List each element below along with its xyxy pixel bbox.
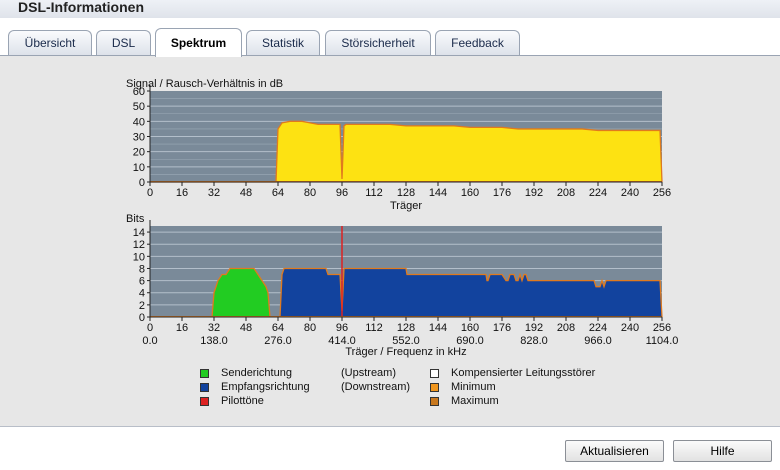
x-tick-label: 176 [493,322,511,334]
x-axis-label: Träger / Frequenz in kHz [345,346,466,358]
x-tick-label: 112 [365,322,383,334]
tab-feedback[interactable]: Feedback [435,30,520,55]
x-tick-label: 32 [208,187,220,199]
chart-title: Signal / Rausch-Verhältnis in dB [126,78,283,90]
legend-label: Kompensierter Leitungsstörer [451,367,596,379]
freq-tick-label: 828.0 [520,335,548,347]
x-tick-label: 128 [397,187,415,199]
x-tick-label: 48 [240,187,252,199]
x-tick-label: 160 [461,322,479,334]
legend-label: Empfangsrichtung [221,381,310,393]
x-tick-label: 16 [176,187,188,199]
x-tick-label: 80 [304,322,316,334]
x-tick-label: 208 [557,322,575,334]
y-tick-label: 30 [133,132,145,144]
x-tick-label: 208 [557,187,575,199]
y-tick-label: 0 [139,312,145,324]
x-tick-label: 144 [429,187,447,199]
x-tick-label: 0 [147,187,153,199]
refresh-button[interactable]: Aktualisieren [565,440,664,462]
legend-swatch-maximum [430,397,439,406]
x-tick-label: 96 [336,187,348,199]
y-tick-label: 14 [133,227,145,239]
x-tick-label: 128 [397,322,415,334]
tab-spektrum[interactable]: Spektrum [155,28,242,57]
legend-label: Minimum [451,381,496,393]
x-tick-label: 240 [621,187,639,199]
x-tick-label: 224 [589,322,607,334]
x-tick-label: 32 [208,322,220,334]
spectrum-panel: 0 10 20 30 40 50 60 0 16 32 48 64 80 96 112 128 144 160 17… [0,56,780,426]
tab-statistik[interactable]: Statistik [246,30,320,55]
y-tick-label: 50 [133,101,145,113]
freq-tick-label: 0.0 [142,335,157,347]
x-tick-label: 112 [365,187,383,199]
y-tick-label: 0 [139,177,145,189]
snr-chart: 0 10 20 30 40 50 60 0 16 32 48 64 80 96 112 128 144 160 17… [126,78,671,212]
legend-label: Senderichtung [221,367,292,379]
y-tick-label: 60 [133,86,145,98]
button-bar: Aktualisieren Hilfe [0,426,780,470]
legend-swatch-upstream [200,369,209,378]
legend-note: (Downstream) [341,381,411,393]
legend-label: Pilottöne [221,395,264,407]
freq-tick-label: 1104.0 [646,335,679,347]
y-tick-label: 12 [133,239,145,251]
y-tick-label: 4 [139,288,145,300]
x-tick-label: 64 [272,322,284,334]
freq-tick-label: 552.0 [392,335,420,347]
help-button[interactable]: Hilfe [673,440,772,462]
x-tick-label: 176 [493,187,511,199]
window-title: DSL-Informationen [18,0,144,15]
x-tick-label: 80 [304,187,316,199]
x-tick-label: 16 [176,322,188,334]
freq-tick-label: 138.0 [200,335,228,347]
tab-bar: Übersicht DSL Spektrum Statistik Störsic… [0,28,780,57]
tab-stoersicherheit[interactable]: Störsicherheit [325,30,431,55]
freq-tick-label: 690.0 [456,335,484,347]
x-tick-label: 144 [429,322,447,334]
legend-swatch-pilot [200,397,209,406]
x-tick-label: 240 [621,322,639,334]
x-tick-label: 64 [272,187,284,199]
y-tick-label: 20 [133,147,145,159]
x-tick-label: 96 [336,322,348,334]
freq-tick-label: 966.0 [584,335,612,347]
freq-tick-label: 414.0 [328,335,356,347]
y-tick-label: 8 [139,263,145,275]
legend-note: (Upstream) [341,367,397,379]
series-line-2 [279,267,663,318]
y-tick-label: 2 [139,300,145,312]
x-tick-label: 256 [653,322,671,334]
x-tick-label: 192 [525,322,543,334]
x-axis-label: Träger [390,200,422,212]
chart-title: Bits [126,213,145,225]
series-line-1 [150,120,663,183]
freq-tick-label: 276.0 [264,335,292,347]
tab-dsl[interactable]: DSL [96,30,151,55]
x-tick-label: 192 [525,187,543,199]
legend-swatch-minimum [430,383,439,392]
y-tick-label: 6 [139,276,145,288]
legend-swatch-compensated [430,369,439,378]
x-tick-label: 256 [653,187,671,199]
x-tick-label: 160 [461,187,479,199]
y-tick-label: 10 [133,162,145,174]
legend-label: Maximum [451,395,499,407]
y-tick-label: 40 [133,116,145,128]
window-titlebar: DSL-Informationen [0,0,780,18]
tab-baseline [0,55,780,56]
legend-swatch-downstream [200,383,209,392]
x-tick-label: 224 [589,187,607,199]
x-tick-label: 48 [240,322,252,334]
y-tick-label: 10 [133,251,145,263]
x-tick-label: 0 [147,322,153,334]
series-line-1 [211,267,271,318]
series-area-1 [212,268,270,317]
tab-uebersicht[interactable]: Übersicht [8,30,92,55]
